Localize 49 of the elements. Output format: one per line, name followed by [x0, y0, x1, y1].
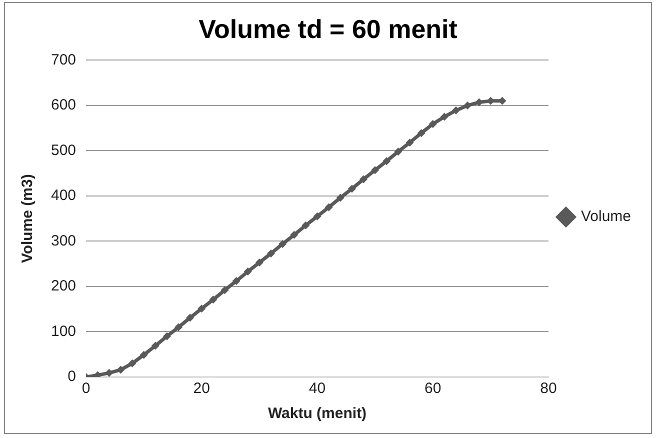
- point: [140, 350, 148, 359]
- point: [417, 129, 426, 138]
- point: [428, 120, 437, 128]
- point: [267, 249, 276, 258]
- legend-label: Volume: [580, 208, 632, 226]
- point: [394, 148, 402, 156]
- y-tick-label: 200: [50, 278, 76, 295]
- x-tick-label: 40: [308, 380, 326, 398]
- y-tick-label: 300: [50, 232, 76, 250]
- point: [290, 230, 298, 239]
- y-axis-title: Volume (m3): [19, 174, 36, 264]
- point: [232, 277, 240, 286]
- point: [406, 138, 414, 147]
- point: [371, 166, 380, 174]
- point: [151, 342, 160, 350]
- point: [336, 194, 344, 202]
- point: [440, 112, 448, 121]
- point: [313, 212, 322, 220]
- y-tick-label: 0: [68, 368, 76, 386]
- x-tick-label: 60: [424, 380, 442, 398]
- point: [278, 240, 287, 248]
- point: [255, 258, 264, 266]
- point: [128, 359, 136, 368]
- y-tick-label: 500: [50, 142, 76, 159]
- point: [464, 101, 472, 110]
- y-tick-label: 400: [50, 187, 76, 204]
- x-tick-label: 80: [540, 380, 557, 398]
- y-tick-label: 600: [50, 96, 76, 114]
- x-tick-label: 20: [193, 380, 210, 398]
- point: [209, 296, 218, 304]
- point: [324, 203, 333, 212]
- point: [174, 323, 183, 332]
- point: [244, 268, 252, 276]
- point: [186, 314, 194, 322]
- point: [348, 184, 356, 193]
- point: [116, 366, 125, 374]
- point: [452, 106, 460, 114]
- y-tick-label: 100: [50, 322, 76, 340]
- point: [359, 175, 368, 184]
- x-axis-title: Waktu (menit): [268, 405, 367, 422]
- point: [105, 368, 114, 377]
- x-tick-label: 0: [82, 380, 90, 398]
- point: [198, 304, 206, 313]
- point: [220, 286, 229, 294]
- point: [302, 221, 310, 230]
- point: [382, 157, 391, 166]
- point: [162, 332, 171, 340]
- y-tick-label: 700: [50, 51, 76, 68]
- chart-title: Volume td = 60 menit: [198, 14, 458, 44]
